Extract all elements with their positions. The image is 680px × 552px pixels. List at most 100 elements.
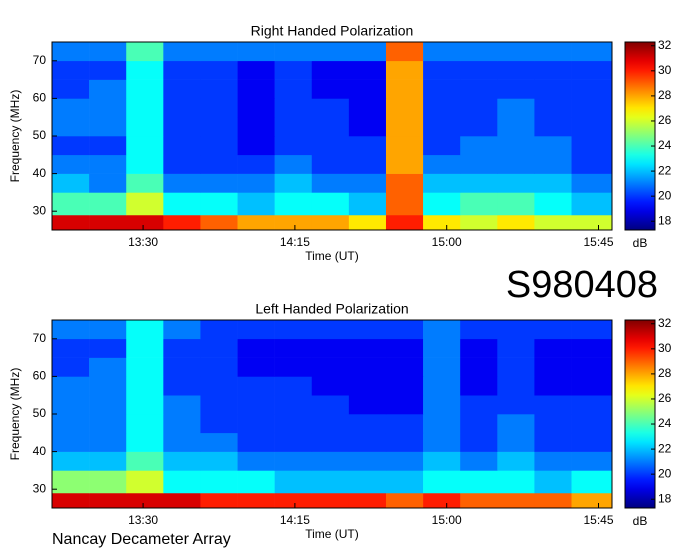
heatmap-cell: [348, 173, 387, 193]
heatmap-cell: [534, 98, 572, 118]
heatmap-cell: [89, 320, 127, 340]
heatmap-cell: [534, 338, 572, 358]
heatmap-cell: [163, 192, 201, 216]
chart-title: Left Handed Polarization: [255, 301, 408, 317]
heatmap-cell: [311, 338, 350, 358]
heatmap-cell: [52, 432, 90, 452]
heatmap-cell: [274, 470, 313, 494]
heatmap-cell: [200, 492, 238, 509]
heatmap-cell: [274, 154, 313, 174]
y-tick-label: 50: [33, 406, 47, 420]
heatmap-cell: [274, 79, 313, 99]
heatmap-cell: [311, 136, 350, 156]
heatmap-cell: [534, 60, 572, 80]
heatmap-cell: [423, 338, 461, 358]
y-axis-label: Frequency (MHz): [8, 368, 22, 461]
chart-title: Right Handed Polarization: [251, 23, 414, 39]
heatmap-cell: [237, 154, 275, 174]
heatmap-cell: [385, 192, 424, 216]
heatmap-cell: [571, 136, 613, 156]
heatmap-cell: [163, 432, 201, 452]
colorbar-tick-label: 26: [658, 113, 672, 127]
heatmap-cell: [571, 357, 613, 377]
heatmap-cell: [534, 320, 572, 340]
heatmap-cell: [163, 154, 201, 174]
heatmap-cell: [571, 173, 613, 193]
heatmap-cell: [237, 42, 275, 62]
heatmap-cell: [348, 214, 387, 231]
heatmap-cell: [385, 492, 424, 509]
heatmap-cell: [274, 357, 313, 377]
heatmap-cell: [52, 60, 90, 80]
heatmap-cell: [311, 470, 350, 494]
heatmap-cell: [385, 451, 424, 471]
heatmap-cell: [200, 320, 238, 340]
heatmap-cell: [460, 214, 498, 231]
heatmap-cell: [348, 414, 387, 434]
heatmap-cell: [89, 395, 127, 415]
heatmap-cell: [497, 154, 535, 174]
heatmap-cell: [460, 192, 498, 216]
heatmap-cell: [534, 357, 572, 377]
heatmap-cell: [571, 451, 613, 471]
heatmap-cell: [385, 79, 424, 99]
heatmap-cell: [497, 173, 535, 193]
heatmap-cell: [311, 98, 350, 118]
heatmap-cell: [534, 470, 572, 494]
heatmap-cell: [348, 338, 387, 358]
heatmap-cell: [534, 376, 572, 396]
colorbar-tick-label: 30: [658, 63, 672, 77]
heatmap-cell: [237, 395, 275, 415]
heatmap-cell: [237, 136, 275, 156]
heatmap-cell: [423, 154, 461, 174]
heatmap-cell: [311, 173, 350, 193]
heatmap-cell: [126, 98, 164, 118]
colorbar-tick-label: 26: [658, 391, 672, 405]
heatmap-cell: [423, 214, 461, 231]
heatmap-cell: [52, 451, 90, 471]
heatmap-cell: [163, 338, 201, 358]
heatmap-cell: [126, 320, 164, 340]
heatmap-cell: [460, 42, 498, 62]
heatmap-cell: [311, 60, 350, 80]
heatmap-cell: [126, 357, 164, 377]
heatmap-cell: [274, 492, 313, 509]
heatmap-cell: [200, 42, 238, 62]
heatmap-cell: [385, 338, 424, 358]
heatmap-cell: [534, 395, 572, 415]
heatmap-cell: [348, 98, 387, 118]
heatmap-cell: [274, 338, 313, 358]
heatmap-cell: [52, 79, 90, 99]
heatmap: [52, 320, 613, 509]
heatmap-cell: [385, 432, 424, 452]
y-tick-label: 30: [33, 481, 47, 495]
colorbar-tick-label: 30: [658, 341, 672, 355]
heatmap-cell: [571, 117, 613, 137]
heatmap-cell: [460, 320, 498, 340]
heatmap-cell: [274, 320, 313, 340]
heatmap-cell: [163, 320, 201, 340]
colorbar-tick-label: 18: [658, 213, 672, 227]
colorbar-tick-label: 28: [658, 88, 672, 102]
heatmap-cell: [497, 79, 535, 99]
heatmap: [52, 42, 613, 231]
y-tick-label: 60: [33, 91, 47, 105]
heatmap-cell: [571, 192, 613, 216]
heatmap-cell: [497, 376, 535, 396]
x-tick-label: 15:45: [583, 235, 613, 249]
heatmap-cell: [52, 136, 90, 156]
heatmap-cell: [423, 492, 461, 509]
heatmap-cell: [497, 470, 535, 494]
heatmap-cell: [348, 42, 387, 62]
heatmap-cell: [423, 173, 461, 193]
heatmap-cell: [163, 42, 201, 62]
heatmap-cell: [385, 42, 424, 62]
heatmap-cell: [89, 60, 127, 80]
heatmap-cell: [237, 117, 275, 137]
heatmap-cell: [385, 136, 424, 156]
heatmap-cell: [385, 173, 424, 193]
heatmap-cell: [571, 154, 613, 174]
heatmap-cell: [460, 432, 498, 452]
colorbar: [624, 41, 656, 231]
